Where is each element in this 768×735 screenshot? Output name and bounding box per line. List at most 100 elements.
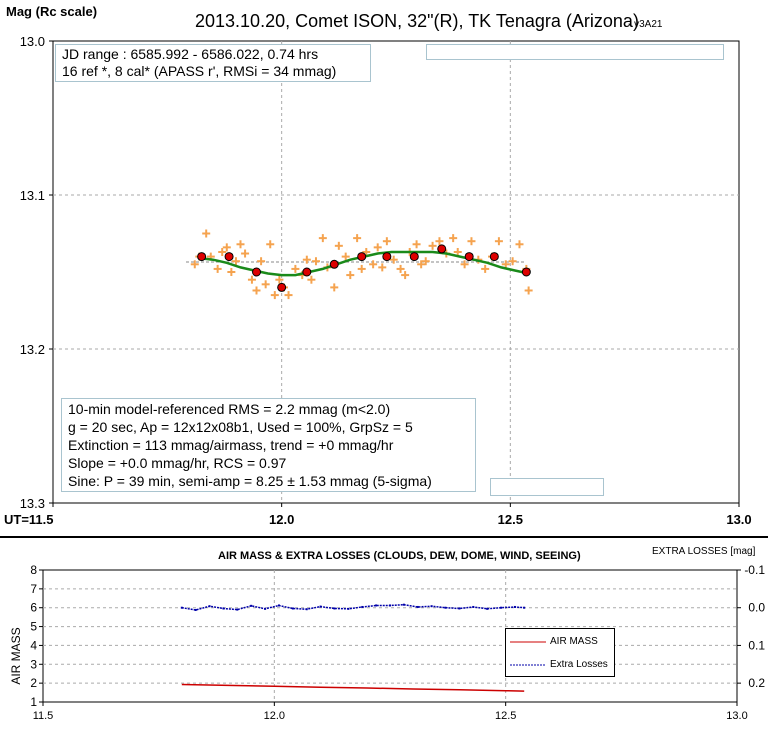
raw-data-point [378,263,387,272]
info-box-bottom: 10-min model-referenced RMS = 2.2 mmag (… [61,398,476,492]
extra-losses-point [402,603,405,606]
raw-data-point [213,264,222,273]
raw-data-point [481,264,490,273]
raw-data-point [501,260,510,269]
raw-data-point [291,264,300,273]
extra-losses-point [458,607,461,610]
info-slope: Slope = +0.0 mmag/hr, RCS = 0.97 [68,455,287,471]
info-jd-range: JD range : 6585.992 - 6586.022, 0.74 hrs [62,46,319,62]
y-tick-label: 2 [30,676,37,690]
extra-losses-point [194,608,197,611]
section-divider [0,536,768,538]
y2-tick-label: 0.1 [748,638,765,652]
raw-data-point [396,264,405,273]
raw-data-point [231,257,240,266]
average-data-point [382,252,392,262]
extra-losses-point [291,607,294,610]
raw-data-point [222,243,231,252]
x-tick-label: 13.0 [726,710,747,722]
y-tick-label: 8 [30,563,37,577]
extra-losses-point [222,607,225,610]
raw-data-point [353,234,362,243]
y-tick-label: 1 [30,695,37,709]
y-tick-label: 13.3 [20,496,45,511]
raw-data-point [435,237,444,246]
x-tick-label: 12.5 [495,710,516,722]
legend-item-extra-losses: Extra Losses [506,659,614,673]
raw-data-point [334,241,343,250]
extra-losses-point [208,605,211,608]
raw-data-point [270,291,279,300]
info-exposure: g = 20 sec, Ap = 12x12x08b1, Used = 100%… [68,419,413,435]
extra-losses-point [347,607,350,610]
raw-data-point [252,286,261,295]
raw-data-point [524,286,533,295]
average-data-point [464,252,474,262]
extra-losses-point [430,605,433,608]
legend-label-airmass: AIR MASS [550,636,598,647]
raw-data-point [494,237,503,246]
raw-data-point [449,234,458,243]
airmass-plot-frame [42,569,738,703]
raw-data-point [311,257,320,266]
extra-losses-point [523,606,526,609]
x-tick-label: UT=11.5 [4,512,54,527]
empty-box-top-right [426,44,724,60]
y2-tick-label: -0.1 [744,563,765,577]
average-data-point [521,267,531,277]
average-data-point [489,252,499,262]
legend-label-extra-losses: Extra Losses [550,659,608,670]
raw-data-point [460,260,469,269]
chart-title: 2013.10.20, Comet ISON, 32"(R), TK Tenag… [195,11,639,31]
main-chart: 2013.10.20, Comet ISON, 32"(R), TK Tenag… [4,4,752,527]
extra-losses-point [236,608,239,611]
average-data-point [277,282,287,292]
info-sine: Sine: P = 39 min, semi-amp = 8.25 ± 1.53… [68,473,432,489]
extra-losses-point [250,604,253,607]
raw-data-point [369,260,378,269]
raw-data-point [357,264,366,273]
empty-box-bottom-right [490,478,604,496]
info-ref-stars: 16 ref *, 8 cal* (APASS r', RMSi = 34 mm… [62,63,337,79]
raw-data-point [307,275,316,284]
raw-data-point [346,271,355,280]
raw-data-point [428,241,437,250]
extra-losses-point [486,607,489,610]
x-tick-label: 11.5 [33,710,54,722]
raw-data-point [362,247,371,256]
raw-data-point [227,268,236,276]
average-data-point [437,244,447,254]
y-tick-label: 7 [30,582,37,596]
raw-data-point [401,271,410,280]
average-data-point [302,267,312,277]
raw-data-point [330,283,339,292]
extra-losses-point [361,605,364,608]
extra-losses-point [277,604,280,607]
raw-data-point [257,257,266,266]
raw-data-point [373,243,382,252]
raw-data-point [190,260,199,269]
extra-losses-point [500,606,503,609]
raw-data-point [247,275,256,284]
y-tick-label: 4 [30,638,37,652]
average-data-point [197,252,207,262]
airmass-axis-label: AIR MASS [9,627,23,684]
y-tick-label: 3 [30,657,37,671]
raw-data-point [236,240,245,249]
x-tick-label: 12.0 [269,512,294,527]
extra-losses-series-line [181,603,525,611]
raw-data-point [467,237,476,246]
extra-losses-point [305,608,308,611]
raw-data-point [412,240,421,249]
extra-losses-axis-title: EXTRA LOSSES [mag] [652,546,756,557]
raw-data-point [218,247,227,256]
raw-data-point [515,240,524,249]
x-tick-label: 13.0 [726,512,751,527]
y-tick-label: 13.2 [20,342,45,357]
info-box-top: JD range : 6585.992 - 6586.022, 0.74 hrs… [55,44,371,82]
y-tick-label: 13.0 [20,34,45,49]
average-data-point [409,252,419,262]
raw-data-point [202,229,211,238]
extra-losses-point [416,605,419,608]
raw-data-point [417,260,426,269]
